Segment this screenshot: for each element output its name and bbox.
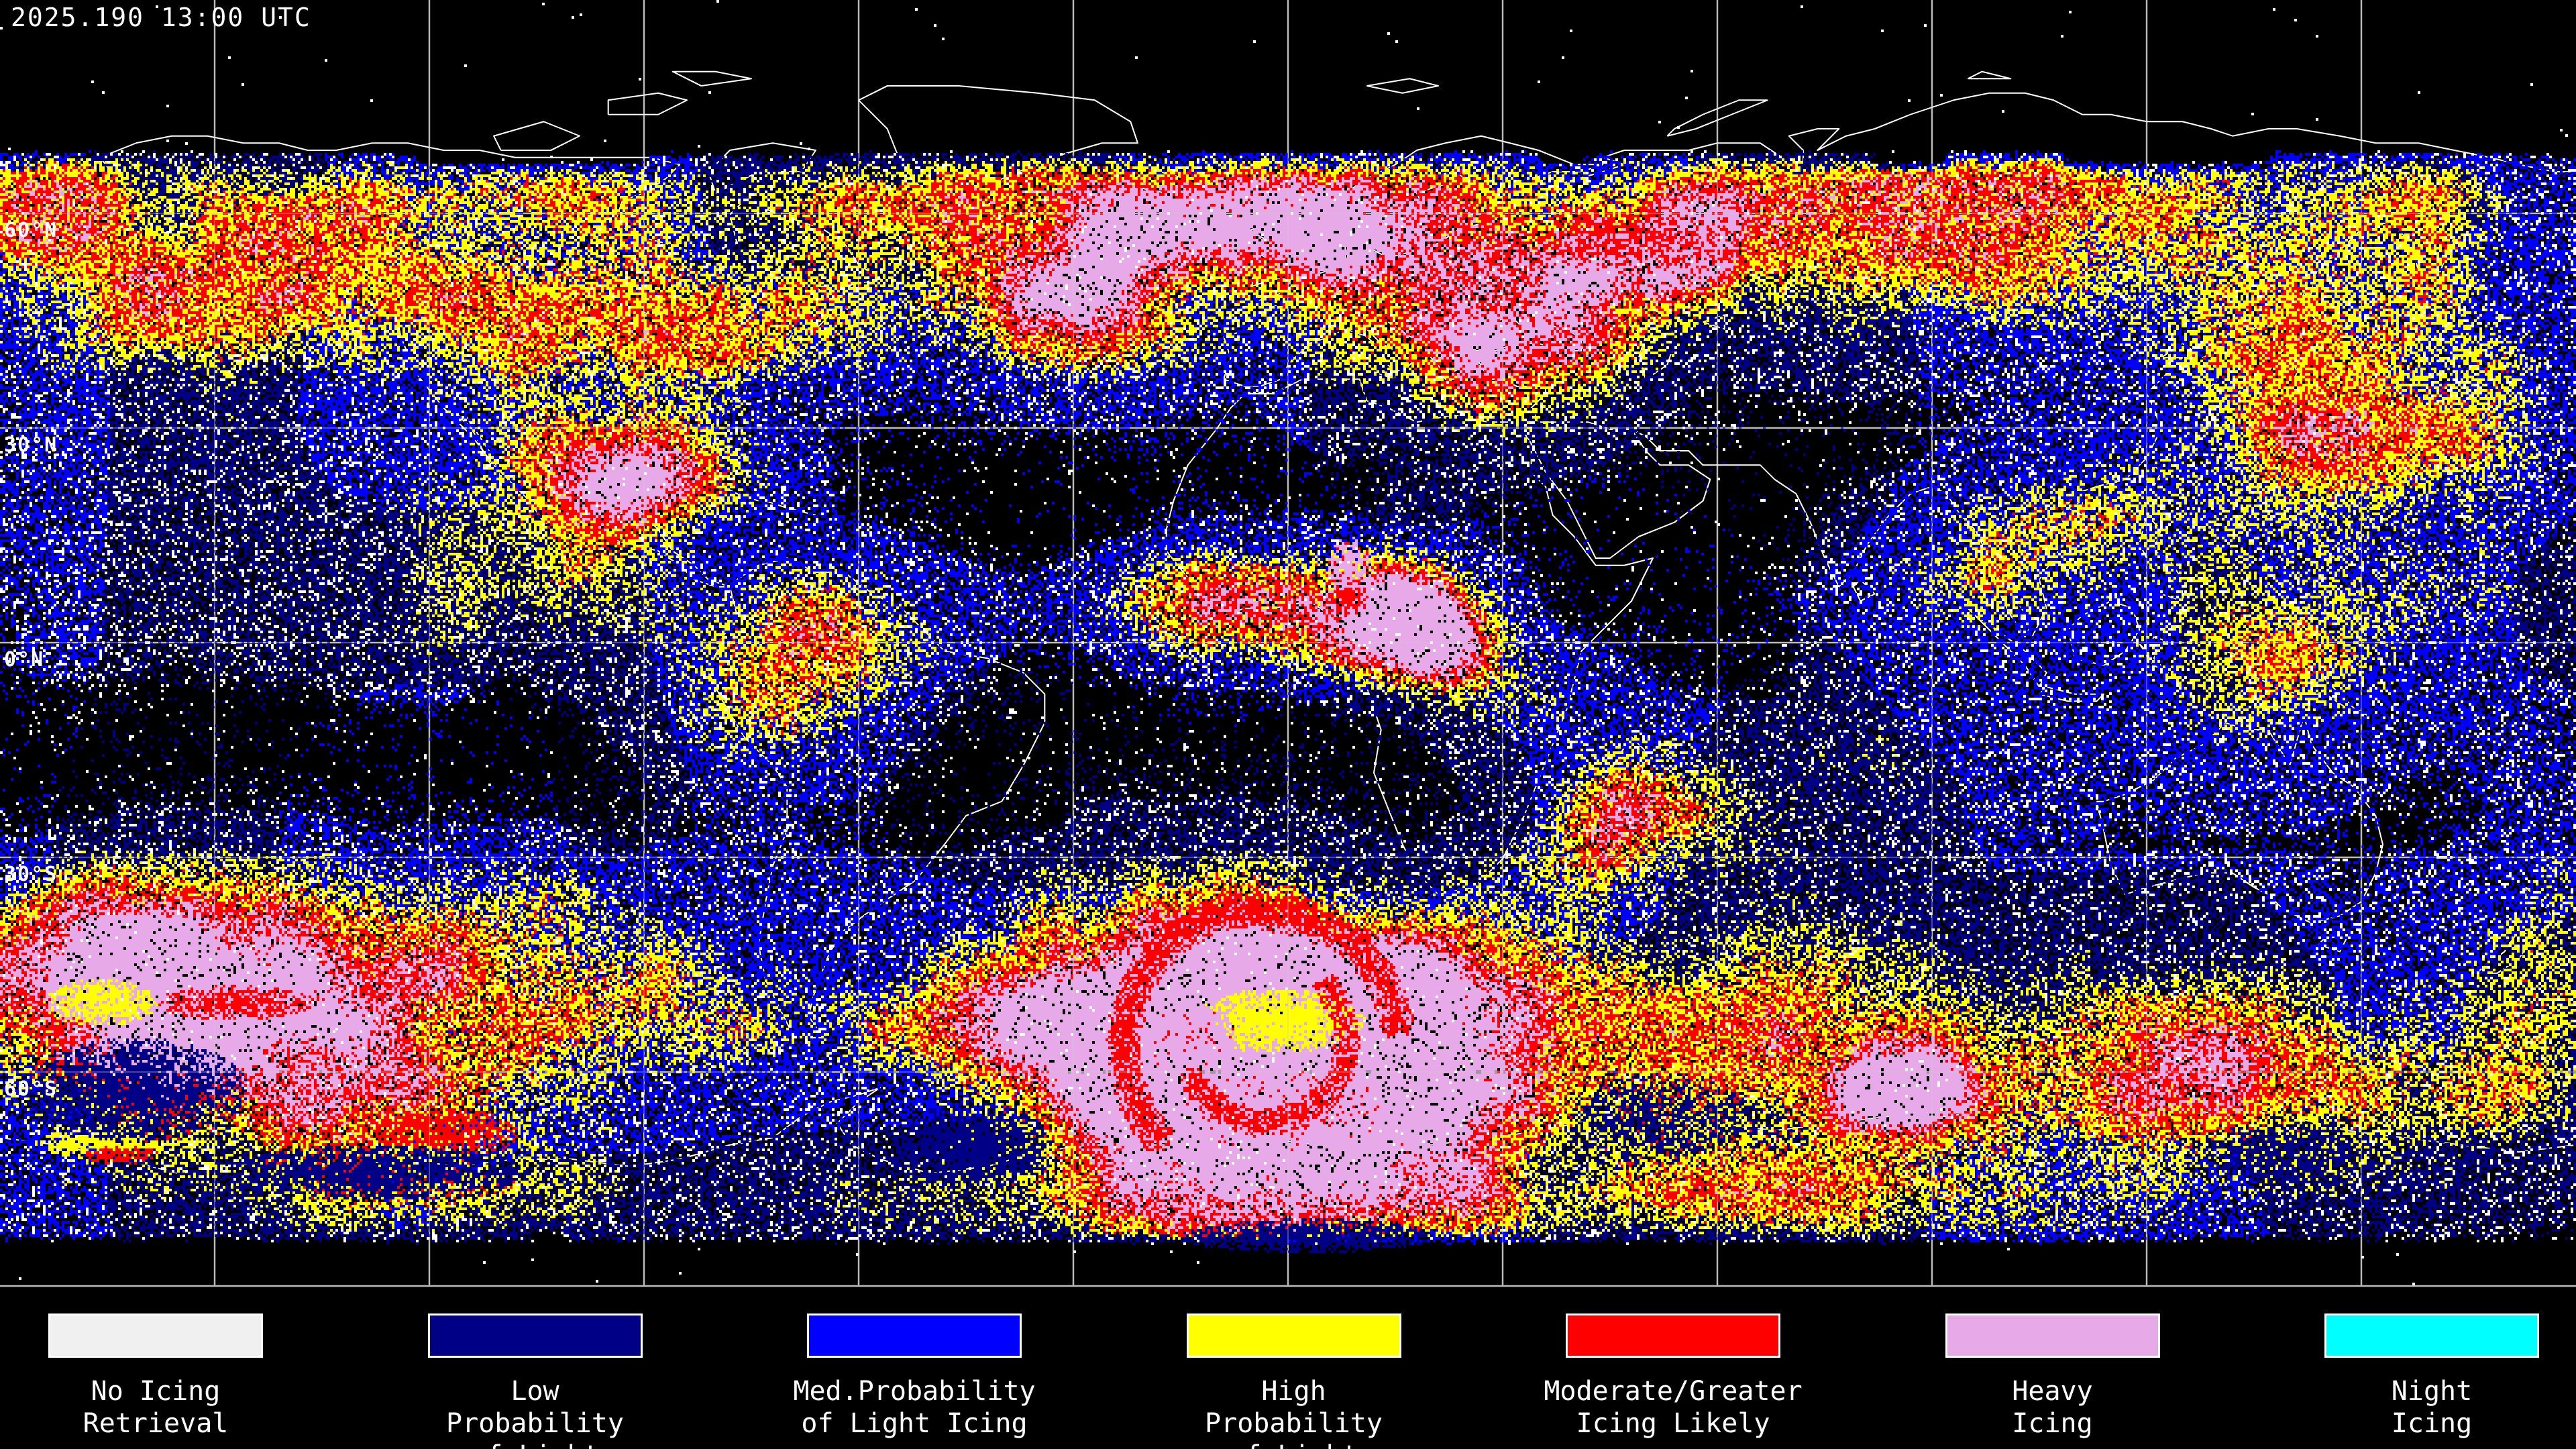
- legend-label: Heavy Icing: [2012, 1376, 2093, 1439]
- latitude-label: 30°S: [4, 863, 58, 886]
- legend-swatch: [1186, 1313, 1401, 1358]
- legend-label: Night Icing: [2391, 1376, 2473, 1439]
- legend-swatch: [807, 1313, 1022, 1358]
- legend-swatch: [2324, 1313, 2539, 1358]
- latitude-label: 30°N: [4, 433, 58, 457]
- latitude-label: 60°N: [4, 219, 58, 242]
- legend-item: Moderate/Greater Icing Likely: [1544, 1313, 1803, 1449]
- legend-swatch: [48, 1313, 263, 1358]
- legend: No Icing Retrieval Low Probability of Li…: [0, 1288, 2576, 1449]
- legend-item: Med.Probability of Light Icing: [793, 1313, 1036, 1449]
- timestamp: 2025.190 13:00 UTC: [11, 3, 311, 32]
- legend-label: Med.Probability of Light Icing: [793, 1376, 1036, 1439]
- legend-label: No Icing Retrieval: [83, 1376, 229, 1439]
- legend-item: Night Icing: [2324, 1313, 2539, 1449]
- legend-label: Moderate/Greater Icing Likely: [1544, 1376, 1803, 1439]
- legend-item: High Probability of Light Icing: [1186, 1313, 1401, 1449]
- legend-label: High Probability of Light Icing: [1205, 1376, 1383, 1449]
- legend-item: No Icing Retrieval: [48, 1313, 263, 1449]
- icing-data-canvas: [0, 0, 2576, 1288]
- legend-swatch: [1566, 1313, 1780, 1358]
- legend-label: Low Probability of Light Icing: [446, 1376, 624, 1449]
- latitude-label: 60°S: [4, 1077, 58, 1101]
- legend-swatch: [1945, 1313, 2160, 1358]
- latitude-label: 0°N: [4, 648, 45, 672]
- legend-swatch: [427, 1313, 643, 1358]
- legend-item: Heavy Icing: [1945, 1313, 2160, 1449]
- world-map: 2025.190 13:00 UTC 60°N 30°N 0°N 30°S 60°S: [0, 0, 2576, 1288]
- legend-item: Low Probability of Light Icing: [427, 1313, 643, 1449]
